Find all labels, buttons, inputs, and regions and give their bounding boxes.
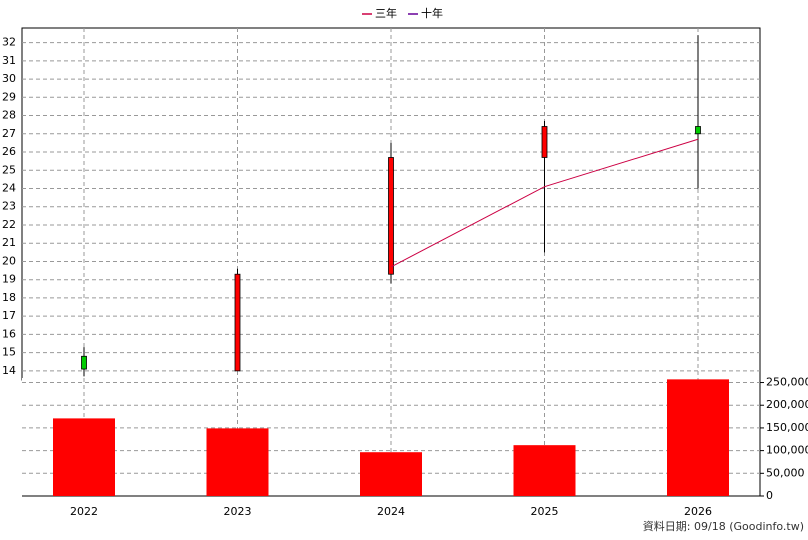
y-tick-label: 25 bbox=[2, 163, 16, 176]
y-tick-label: 22 bbox=[2, 218, 16, 231]
y-tick-label: 28 bbox=[2, 109, 16, 122]
y-tick-label: 16 bbox=[2, 327, 16, 340]
y-tick-label: 29 bbox=[2, 90, 16, 103]
y2-tick-label: 50,000 bbox=[766, 466, 805, 479]
y-tick-label: 32 bbox=[2, 36, 16, 49]
y-tick-label: 26 bbox=[2, 145, 16, 158]
volume-bar bbox=[53, 418, 115, 496]
y-tick-label: 27 bbox=[2, 127, 16, 140]
source-note: 資料日期: 09/18 (Goodinfo.tw) bbox=[643, 519, 804, 533]
y-tick-label: 21 bbox=[2, 236, 16, 249]
volume-bar bbox=[206, 428, 269, 496]
x-tick-label: 2025 bbox=[531, 505, 559, 518]
x-tick-label: 2023 bbox=[224, 505, 252, 518]
candle-body bbox=[541, 126, 548, 158]
y-tick-label: 23 bbox=[2, 200, 16, 213]
x-tick-label: 2026 bbox=[684, 505, 712, 518]
x-tick-label: 2024 bbox=[377, 505, 405, 518]
y-tick-label: 17 bbox=[2, 309, 16, 322]
y-tick-label: 15 bbox=[2, 346, 16, 359]
y2-tick-label: 250,000 bbox=[766, 376, 808, 389]
volume-bar bbox=[360, 452, 422, 496]
y-tick-label: 24 bbox=[2, 181, 16, 194]
candle-body bbox=[81, 355, 87, 370]
y2-tick-label: 200,000 bbox=[766, 398, 808, 411]
y-tick-label: 14 bbox=[2, 364, 16, 377]
y-tick-label: 31 bbox=[2, 54, 16, 67]
y-tick-label: 18 bbox=[2, 291, 16, 304]
candle-body bbox=[695, 126, 701, 135]
x-tick-label: 2022 bbox=[70, 505, 98, 518]
y2-tick-label: 0 bbox=[766, 489, 773, 502]
y2-tick-label: 150,000 bbox=[766, 421, 808, 434]
volume-bar bbox=[667, 379, 729, 496]
y-tick-label: 30 bbox=[2, 72, 16, 85]
volume-bar bbox=[513, 445, 576, 496]
candle-body bbox=[388, 157, 394, 275]
y-tick-label: 20 bbox=[2, 254, 16, 267]
candle-body bbox=[234, 273, 241, 372]
legend-label: 十年 bbox=[421, 6, 443, 20]
y-tick-label: 19 bbox=[2, 273, 16, 286]
y2-tick-label: 100,000 bbox=[766, 444, 808, 457]
ma-line bbox=[390, 138, 699, 268]
legend-label: 三年 bbox=[375, 6, 397, 20]
